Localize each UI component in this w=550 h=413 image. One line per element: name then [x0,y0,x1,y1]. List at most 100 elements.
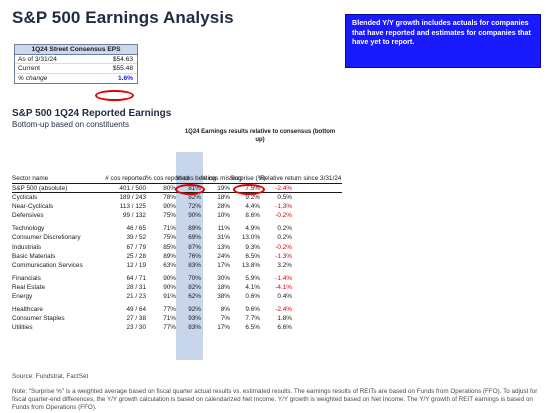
cell-surprise: 13.8% [241,261,260,269]
cell-sector: Defensives [12,212,44,220]
cell-pct-reported: 77% [163,324,176,332]
cell-pct-reported: 90% [163,283,176,291]
group-header: 1Q24 Earnings results relative to consen… [184,129,336,143]
cell-surprise: 4.1% [245,283,260,291]
cell-pct-reported: 85% [163,243,176,251]
cell-pct-missing: 18% [217,283,230,291]
table-row: Communication Services 12 / 19 63% 83% 17% 13… [12,261,342,270]
cell-cos-reported: 189 / 243 [119,194,146,202]
cell-pct-reported: 63% [163,261,176,269]
cell-pct-reported: 91% [163,293,176,301]
cell-pct-missing: 11% [217,225,230,233]
table-row: Real Estate 28 / 31 90% 82% 18% 4.1% -4.1% [12,283,342,292]
cell-cos-reported: 46 / 65 [126,225,146,233]
cell-pct-missing: 10% [217,212,230,220]
cell-surprise: 4.4% [245,203,260,211]
table-row: Technology 46 / 65 71% 89% 11% 4.9% 0.2% [12,224,342,233]
cell-cos-reported: 39 / 52 [126,234,146,242]
table-row: Cyclicals 189 / 243 78% 82% 18% 9.2% 0.5% [12,193,342,202]
cell-sector: Consumer Staples [12,315,65,323]
header-pct-reported: % cos reported [146,175,189,183]
cell-pct-missing: 24% [217,252,230,260]
header-pct-missing: % cos missing [201,175,242,183]
cell-sector: Financials [12,274,41,282]
cell-pct-beating: 76% [188,252,201,260]
cell-relative-return: 6.6% [277,324,292,332]
cell-relative-return: -0.2% [275,212,292,220]
cell-pct-reported: 78% [163,194,176,202]
cell-surprise: 6.5% [245,324,260,332]
cell-pct-reported: 90% [163,274,176,282]
table-body: S&P 500 (absolute) 401 / 500 80% 81% 19% 7.5%… [12,184,342,332]
table-header: Sector name # cos reported % cos reporte… [12,152,342,184]
table-row: Industrials 67 / 79 85% 87% 13% 9.3% -0.2% [12,243,342,252]
cell-pct-beating: 83% [188,261,201,269]
cell-pct-beating: 82% [188,194,201,202]
cell-sector: Basic Materials [12,252,56,260]
table-row: Near-Cyclicals 113 / 125 90% 72% 28% 4.4% -1.3… [12,202,342,211]
cell-relative-return: 0.5% [277,194,292,202]
source-note: Source: Fundstrat, FactSet [12,373,89,380]
cell-surprise: 6.5% [245,252,260,260]
cell-pct-beating: 83% [188,324,201,332]
page-title: S&P 500 Earnings Analysis [12,8,234,27]
cell-sector: Consumer Discretionary [12,234,81,242]
cell-relative-return: -1.3% [275,203,292,211]
cell-pct-beating: 70% [188,274,201,282]
callout-box: Blended Y/Y growth includes actuals for … [345,14,541,68]
header-sector: Sector name [12,175,49,183]
cell-relative-return: -1.3% [275,252,292,260]
cell-pct-reported: 75% [163,212,176,220]
cell-pct-missing: 19% [217,185,230,192]
cell-relative-return: 0.2% [277,234,292,242]
header-pct-beating: % cos beating [176,175,217,183]
cell-cos-reported: 21 / 23 [126,293,146,301]
cell-pct-reported: 90% [163,203,176,211]
cell-pct-beating: 72% [188,203,201,211]
eps-row-value: 1.6% [117,74,133,82]
cell-pct-beating: 82% [188,283,201,291]
cell-cos-reported: 27 / 38 [126,315,146,323]
section-subtitle: Bottom-up based on constituents [12,120,129,129]
cell-cos-reported: 49 / 64 [126,306,146,314]
cell-relative-return: -1.4% [275,274,292,282]
cell-pct-missing: 18% [217,194,230,202]
cell-pct-missing: 8% [220,306,230,314]
cell-sector: Cyclicals [12,194,38,202]
cell-relative-return: -4.1% [275,283,292,291]
cell-sector: Energy [12,293,33,301]
header-cos-reported: # cos reported [105,175,146,183]
cell-cos-reported: 64 / 71 [126,274,146,282]
eps-row-label: % change [18,74,48,82]
eps-row: As of 3/31/24 $54.63 [15,55,137,65]
eps-consensus-box: 1Q24 Street Consensus EPS As of 3/31/24 … [14,44,138,85]
cell-pct-missing: 7% [220,315,230,323]
cell-cos-reported: 12 / 19 [126,261,146,269]
cell-relative-return: -0.2% [275,243,292,251]
eps-row-value: $54.63 [112,56,133,63]
cell-sector: Technology [12,225,45,233]
cell-surprise: 8.6% [245,212,260,220]
cell-pct-reported: 71% [163,315,176,323]
cell-pct-reported: 89% [163,252,176,260]
cell-surprise: 5.9% [245,274,260,282]
table-row: Energy 21 / 23 91% 62% 38% 0.6% 0.4% [12,292,342,301]
cell-relative-return: 0.4% [277,293,292,301]
table-row: Healthcare 49 / 64 77% 92% 8% 9.6% -2.4% [12,305,342,314]
cell-pct-missing: 17% [217,324,230,332]
cell-pct-missing: 13% [217,243,230,251]
cell-sector: S&P 500 (absolute) [12,185,68,192]
cell-sector: Healthcare [12,306,43,314]
eps-change-highlight-circle [95,90,134,101]
cell-pct-missing: 30% [217,274,230,282]
eps-row: % change 1.6% [15,73,137,84]
beat-highlight-circle [175,184,205,195]
cell-relative-return: -2.4% [275,185,292,192]
cell-relative-return: 0.2% [277,225,292,233]
cell-surprise: 13.0% [241,234,260,242]
cell-cos-reported: 28 / 31 [126,283,146,291]
cell-pct-missing: 17% [217,261,230,269]
cell-surprise: 9.2% [245,194,260,202]
cell-pct-missing: 28% [217,203,230,211]
eps-row-label: Current [18,65,40,73]
